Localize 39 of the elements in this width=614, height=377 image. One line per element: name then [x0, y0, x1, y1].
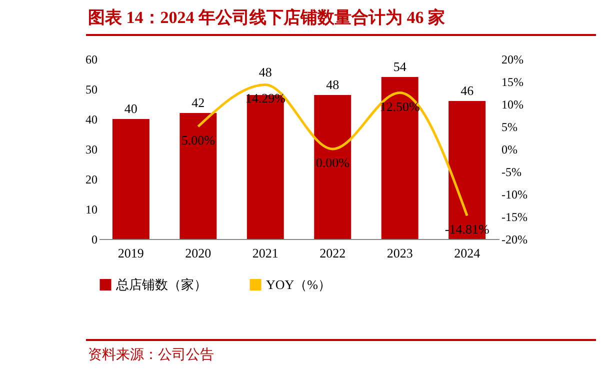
y-tick-label: 60: [86, 52, 98, 66]
data-label: 48: [258, 64, 272, 80]
bar: [314, 95, 352, 239]
legend-label: YOY（%）: [266, 276, 331, 292]
bar: [381, 77, 418, 239]
data-label: 40: [124, 101, 138, 116]
x-tick-label: 2020: [185, 246, 212, 260]
y2-tick-label: 10%: [502, 98, 524, 112]
y-tick-label: 50: [86, 82, 98, 96]
x-tick-label: 2021: [252, 246, 278, 260]
text: 资料来源：公司公告: [88, 346, 214, 364]
bar: [246, 95, 284, 239]
legend-label: 总店铺数（家）: [115, 276, 207, 292]
y2-tick-label: 15%: [502, 75, 524, 89]
x-tick-label: 2024: [454, 246, 481, 260]
y-tick-label: 40: [86, 112, 98, 126]
y2-tick-label: 5%: [502, 120, 518, 134]
y2-tick-label: -20%: [502, 232, 528, 246]
data-label: 46: [460, 83, 474, 98]
x-tick-label: 2023: [386, 246, 413, 260]
y-tick-label: 0: [92, 232, 98, 246]
y2-tick-label: -10%: [502, 188, 528, 202]
data-label: 48: [326, 77, 340, 92]
bar: [180, 113, 217, 239]
y2-tick-label: -5%: [502, 165, 522, 179]
data-label: 5.00%: [181, 132, 216, 148]
y2-tick-label: 20%: [502, 52, 524, 66]
x-tick-label: 2022: [320, 246, 346, 260]
y2-tick-label: -15%: [502, 210, 528, 224]
data-label: 54: [393, 59, 407, 74]
x-tick-label: 2019: [118, 246, 144, 260]
y-tick-label: 20: [86, 172, 98, 186]
y-tick-label: 30: [86, 142, 98, 156]
data-label: 0.00%: [316, 155, 350, 170]
y-tick-label: 10: [86, 202, 98, 216]
y2-tick-label: 0%: [502, 142, 518, 156]
bar: [112, 119, 150, 239]
data-label: 42: [192, 95, 205, 110]
chart-title: 图表 14：2024 年公司线下店铺数量合计为 46 家: [88, 7, 445, 29]
